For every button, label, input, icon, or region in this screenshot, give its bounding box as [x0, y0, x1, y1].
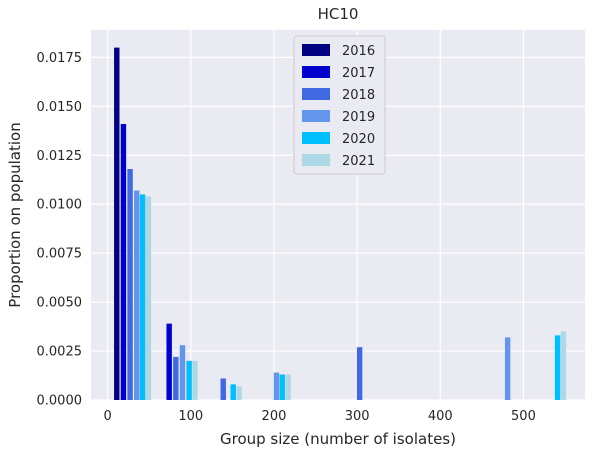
- bar-2017: [120, 123, 127, 400]
- legend-swatch: [302, 132, 330, 144]
- x-tick-label: 300: [345, 409, 370, 424]
- y-tick-label: 0.0025: [37, 345, 83, 360]
- bar-2016: [114, 47, 120, 400]
- bar-2020: [230, 384, 236, 400]
- bar-2021: [560, 331, 567, 400]
- bar-2020: [186, 360, 192, 400]
- legend-swatch: [302, 66, 330, 78]
- x-tick-label: 500: [511, 409, 536, 424]
- legend-swatch: [302, 154, 330, 166]
- y-tick-label: 0.0100: [37, 198, 83, 213]
- bar-2021: [145, 196, 152, 400]
- bar-2021: [285, 374, 291, 400]
- bar-2018: [173, 356, 179, 400]
- y-tick-label: 0.0175: [37, 51, 83, 66]
- bars: [114, 47, 567, 400]
- bar-2019: [504, 337, 511, 400]
- legend-label: 2021: [342, 154, 375, 169]
- legend-swatch: [302, 110, 330, 122]
- x-axis-label: Group size (number of isolates): [220, 430, 456, 448]
- bar-2019: [134, 190, 140, 400]
- bar-2020: [139, 194, 146, 400]
- x-tick-label: 0: [103, 409, 111, 424]
- chart-title: HC10: [318, 5, 359, 23]
- bar-2020: [554, 335, 561, 400]
- x-tick-labels: 0 100 200 300 400 500: [103, 409, 535, 424]
- y-tick-label: 0.0050: [37, 296, 83, 311]
- x-tick-label: 100: [178, 409, 203, 424]
- bar-2017: [166, 323, 172, 400]
- y-tick-labels: 0.0000 0.0025 0.0050 0.0075 0.0100 0.0125 0.01…: [37, 51, 83, 409]
- legend: 2016 2017 2018 2019 2020 2021: [293, 35, 386, 175]
- x-tick-label: 400: [428, 409, 453, 424]
- y-tick-label: 0.0000: [37, 394, 83, 409]
- bar-2020: [279, 374, 285, 400]
- y-tick-label: 0.0075: [37, 247, 83, 262]
- legend-label: 2019: [342, 110, 375, 125]
- y-tick-label: 0.0125: [37, 149, 83, 164]
- y-tick-label: 0.0150: [37, 100, 83, 115]
- legend-swatch: [302, 44, 330, 56]
- bar-2019: [273, 372, 280, 400]
- legend-label: 2018: [342, 88, 375, 103]
- bar-2019: [179, 345, 186, 400]
- legend-label: 2017: [342, 66, 375, 81]
- x-tick-label: 200: [262, 409, 287, 424]
- bar-2021: [236, 386, 242, 400]
- bar-2021: [192, 360, 198, 400]
- legend-label: 2020: [342, 132, 375, 147]
- y-axis-label: Proportion on population: [6, 122, 24, 307]
- legend-label: 2016: [342, 44, 375, 59]
- bar-2018: [127, 168, 133, 400]
- bar-2018: [220, 378, 226, 400]
- bar-2018: [356, 347, 363, 400]
- legend-swatch: [302, 88, 330, 100]
